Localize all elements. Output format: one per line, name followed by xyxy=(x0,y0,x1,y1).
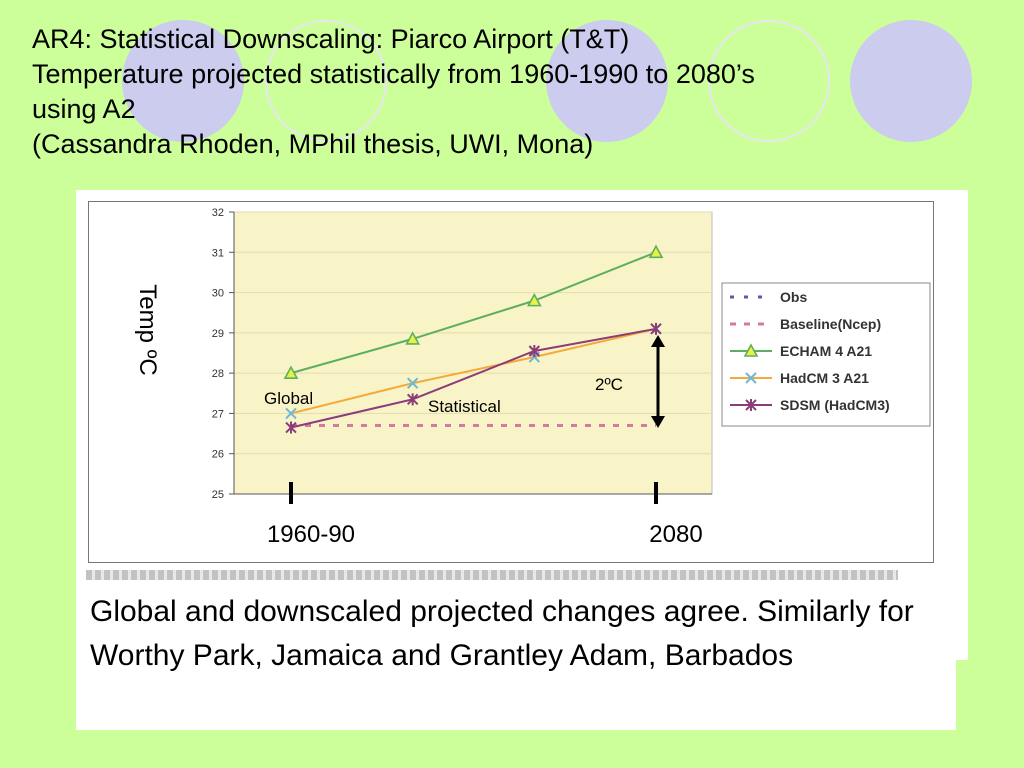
series-sdsm-hadcm3 xyxy=(285,322,662,434)
series-line xyxy=(290,251,657,375)
title-line: Temperature projected statistically from… xyxy=(32,59,755,89)
y-tick-label: 32 xyxy=(212,207,224,219)
arrow-head-down xyxy=(651,416,665,428)
legend-label: ECHAM 4 A21 xyxy=(780,343,872,359)
y-tick-label: 27 xyxy=(212,408,224,420)
data-point xyxy=(745,372,757,384)
decorative-circle xyxy=(546,20,668,142)
y-axis-label: Temp ºC xyxy=(134,284,161,375)
slide-title: AR4: Statistical Downscaling: Piarco Air… xyxy=(32,22,1012,162)
legend-label: Baseline(Ncep) xyxy=(780,316,881,332)
annotation-2c: 2ºC xyxy=(595,375,623,394)
title-line: (Cassandra Rhoden, MPhil thesis, UWI, Mo… xyxy=(32,129,594,159)
callout-box xyxy=(76,580,956,730)
data-point xyxy=(283,365,299,379)
decorative-circle xyxy=(850,20,972,142)
title-line: using A2 xyxy=(32,94,136,124)
data-point xyxy=(526,292,542,307)
data-point xyxy=(745,399,757,411)
decorative-ring xyxy=(265,20,387,142)
data-point xyxy=(743,343,759,357)
y-tick-label: 26 xyxy=(212,449,224,461)
data-point xyxy=(405,331,421,345)
x-marker-label: 1960-90 xyxy=(267,521,355,548)
title-line: AR4: Statistical Downscaling: Piarco Air… xyxy=(32,24,630,54)
y-tick-label: 29 xyxy=(212,328,224,340)
series-line xyxy=(290,327,657,429)
y-tick-label: 28 xyxy=(212,368,224,380)
data-point xyxy=(285,407,297,420)
plot-area xyxy=(233,211,713,495)
arrow-head-up xyxy=(651,335,665,347)
y-tick-label: 25 xyxy=(212,489,224,501)
x-marker-label: 2080 xyxy=(649,521,702,548)
data-point xyxy=(406,393,419,406)
y-tick-label: 30 xyxy=(212,288,224,300)
annotation-global: Global xyxy=(264,389,313,408)
legend-label: SDSM (HadCM3) xyxy=(780,397,890,413)
callout-text: Global and downscaled projected changes … xyxy=(90,595,914,672)
figure-caption-strip xyxy=(86,570,898,580)
data-point xyxy=(648,244,664,259)
series-echam-4-a21 xyxy=(283,244,664,379)
data-point xyxy=(285,421,297,434)
y-tick-label: 31 xyxy=(212,247,224,259)
decorative-circle xyxy=(122,20,244,142)
decorative-ring xyxy=(708,20,830,142)
legend-label: Obs xyxy=(780,289,807,305)
data-point xyxy=(650,322,662,335)
legend-label: HadCM 3 A21 xyxy=(780,370,869,386)
data-point xyxy=(528,344,541,357)
annotation-statistical: Statistical xyxy=(428,397,501,416)
series-line xyxy=(290,327,657,415)
data-point xyxy=(406,377,419,389)
